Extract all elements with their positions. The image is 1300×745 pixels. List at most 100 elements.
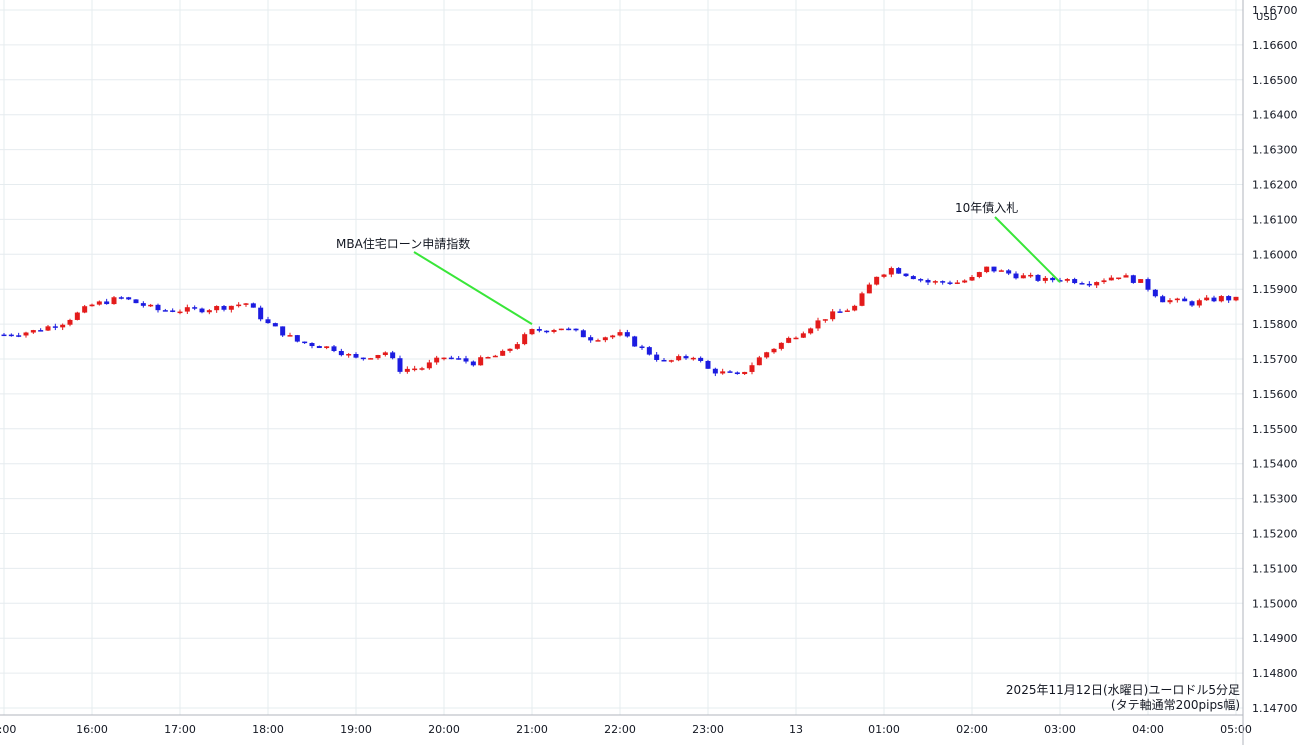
candle bbox=[1218, 295, 1224, 303]
candle bbox=[778, 342, 784, 351]
y-tick-label: 1.16500 bbox=[1252, 74, 1298, 87]
candle bbox=[419, 366, 425, 371]
y-tick-label: 1.14700 bbox=[1252, 702, 1298, 715]
candle bbox=[1123, 273, 1129, 278]
candle bbox=[705, 359, 711, 370]
candle bbox=[617, 329, 623, 337]
candle bbox=[573, 328, 579, 332]
candle bbox=[1079, 281, 1085, 285]
candle bbox=[1211, 295, 1217, 303]
candle bbox=[492, 354, 498, 358]
candle bbox=[1152, 289, 1158, 298]
candle bbox=[177, 309, 183, 315]
candle bbox=[118, 296, 124, 300]
candle bbox=[830, 309, 836, 322]
candle bbox=[529, 328, 535, 336]
candle bbox=[595, 338, 601, 342]
candle bbox=[932, 280, 938, 285]
candle bbox=[786, 336, 792, 344]
candle bbox=[507, 348, 513, 353]
candle bbox=[1072, 277, 1078, 285]
candles bbox=[1, 266, 1239, 377]
currency-label: USD bbox=[1256, 12, 1278, 23]
candle bbox=[1189, 300, 1195, 307]
candle bbox=[272, 322, 278, 327]
candle bbox=[375, 354, 381, 360]
candle bbox=[1086, 281, 1092, 288]
candle bbox=[250, 302, 256, 308]
candle bbox=[16, 332, 22, 338]
candle bbox=[1182, 296, 1188, 302]
candle bbox=[1108, 275, 1114, 281]
candle bbox=[815, 317, 821, 331]
candle bbox=[67, 318, 73, 327]
candle bbox=[639, 344, 645, 350]
grid-lines bbox=[0, 0, 1243, 715]
candle bbox=[184, 304, 190, 314]
y-tick-label: 1.15400 bbox=[1252, 458, 1298, 471]
x-tick-label: 05:00 bbox=[1220, 723, 1252, 736]
candle bbox=[60, 323, 66, 331]
candle bbox=[1064, 278, 1070, 283]
candle bbox=[1050, 276, 1056, 283]
candle bbox=[566, 327, 572, 331]
candle bbox=[756, 355, 762, 366]
candle bbox=[338, 348, 344, 357]
y-tick-label: 1.15300 bbox=[1252, 493, 1298, 506]
y-tick-label: 1.16200 bbox=[1252, 179, 1298, 192]
candle bbox=[140, 301, 146, 308]
candle bbox=[764, 351, 770, 359]
candle bbox=[1006, 269, 1012, 276]
candle bbox=[316, 345, 322, 349]
candle bbox=[1094, 281, 1100, 288]
candle bbox=[727, 370, 733, 373]
candle bbox=[925, 278, 931, 285]
candle bbox=[89, 303, 95, 307]
candle bbox=[1020, 273, 1026, 279]
candle bbox=[976, 271, 982, 279]
candle bbox=[397, 355, 403, 374]
candle bbox=[441, 357, 447, 361]
candle bbox=[874, 276, 880, 286]
candle bbox=[668, 359, 674, 363]
candle bbox=[1233, 296, 1239, 302]
candle bbox=[808, 327, 814, 335]
y-tick-label: 1.16600 bbox=[1252, 39, 1298, 52]
candle bbox=[822, 319, 828, 323]
candle bbox=[910, 275, 916, 280]
candle bbox=[485, 356, 491, 359]
annotation-pointer-line bbox=[413, 251, 533, 325]
candle bbox=[199, 307, 205, 314]
candle bbox=[111, 295, 117, 305]
candle bbox=[998, 269, 1004, 272]
x-tick-label: 13 bbox=[789, 723, 803, 736]
candle bbox=[1204, 295, 1210, 301]
candle bbox=[1028, 272, 1034, 278]
candle bbox=[463, 355, 469, 364]
candle bbox=[1130, 274, 1136, 284]
candle bbox=[74, 311, 80, 321]
y-tick-label: 1.16300 bbox=[1252, 144, 1298, 157]
x-tick-label: 16:00 bbox=[76, 723, 108, 736]
candle bbox=[331, 345, 337, 353]
candle bbox=[412, 365, 418, 372]
y-tick-label: 1.15600 bbox=[1252, 388, 1298, 401]
candle bbox=[155, 303, 161, 313]
x-tick-label: 03:00 bbox=[1044, 723, 1076, 736]
candle bbox=[881, 273, 887, 279]
candle bbox=[23, 331, 29, 338]
candle bbox=[580, 329, 586, 338]
candle bbox=[1174, 297, 1180, 303]
candle bbox=[676, 354, 682, 362]
candle bbox=[404, 366, 410, 374]
y-tick-label: 1.15900 bbox=[1252, 283, 1298, 296]
x-tick-label: 20:00 bbox=[428, 723, 460, 736]
candle bbox=[478, 355, 484, 366]
candle bbox=[969, 275, 975, 282]
x-tick-label: 17:00 bbox=[164, 723, 196, 736]
candle bbox=[984, 266, 990, 274]
x-tick-label: 02:00 bbox=[956, 723, 988, 736]
candle bbox=[734, 371, 740, 375]
candle bbox=[551, 328, 557, 334]
